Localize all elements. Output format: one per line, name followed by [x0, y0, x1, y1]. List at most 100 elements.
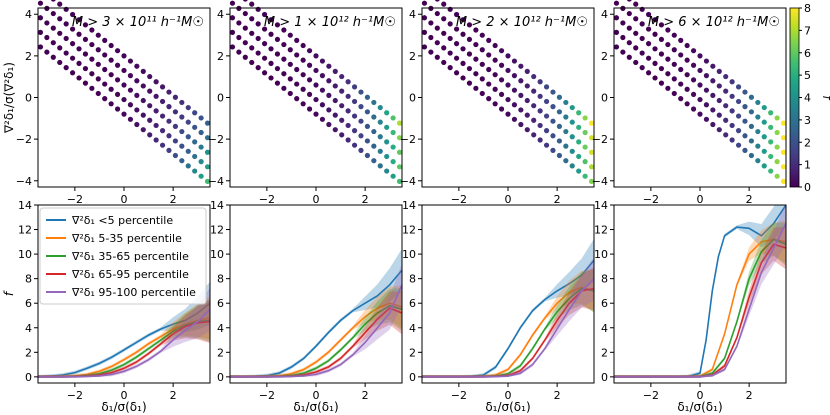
- top-y-axis-label: ∇²δ₁/σ(∇²δ₁): [2, 62, 16, 134]
- scatter-point: [249, 59, 255, 66]
- scatter-point: [159, 142, 166, 148]
- scatter-point: [505, 111, 511, 117]
- scatter-point: [102, 66, 108, 73]
- scatter-point: [658, 80, 665, 86]
- series-line: [38, 302, 210, 378]
- scatter-point: [703, 58, 710, 64]
- legend-entry-label: ∇²δ₁ 95-100 percentile: [71, 286, 196, 299]
- scatter-point: [300, 86, 306, 92]
- scatter-point: [89, 56, 95, 62]
- scatter-point: [185, 148, 191, 154]
- scatter-point: [358, 104, 364, 110]
- scatter-point: [665, 71, 671, 77]
- scatter-point: [319, 116, 326, 122]
- x-tick-label: 2: [362, 193, 369, 206]
- scatter-point: [645, 70, 652, 76]
- scatter-point: [434, 25, 440, 31]
- scatter-point: [121, 96, 127, 103]
- y-tick-label: 8: [601, 273, 608, 286]
- scatter-point: [63, 21, 69, 27]
- x-axis-label: δ₁/σ(δ₁): [293, 400, 338, 414]
- scatter-point: [82, 22, 89, 28]
- scatter-point: [716, 83, 722, 89]
- x-tick-label: −2: [67, 193, 83, 206]
- y-tick-label: 12: [594, 224, 608, 237]
- scatter-point: [576, 124, 582, 130]
- x-tick-label: 2: [554, 389, 561, 402]
- scatter-point: [37, 15, 44, 21]
- scatter-point: [69, 26, 76, 32]
- scatter-point: [729, 108, 735, 114]
- scatter-point: [268, 31, 274, 37]
- scatter-point: [198, 144, 204, 150]
- scatter-point: [358, 89, 364, 95]
- scatter-point: [742, 89, 748, 95]
- scatter-point: [473, 85, 479, 91]
- y-tick-label: 4: [25, 322, 32, 335]
- scatter-point: [57, 16, 63, 22]
- scatter-point: [89, 41, 95, 48]
- scatter-point: [768, 139, 774, 145]
- scatter-point: [626, 54, 632, 60]
- scatter-point: [198, 173, 204, 179]
- series-line: [230, 284, 402, 378]
- scatter-point: [550, 104, 556, 110]
- scatter-point: [153, 122, 159, 129]
- scatter-point: [645, 41, 652, 47]
- scatter-point: [95, 76, 101, 82]
- scatter-point: [441, 1, 447, 7]
- scatter-point: [576, 139, 582, 145]
- x-tick-label: −2: [259, 193, 275, 206]
- scatter-point: [780, 178, 787, 184]
- scatter-point: [198, 115, 204, 121]
- scatter-point: [345, 93, 351, 99]
- scatter-point: [147, 103, 153, 109]
- y-tick-label: 4: [25, 8, 32, 21]
- scatter-point: [287, 61, 293, 67]
- scatter-point: [556, 109, 563, 115]
- y-tick-label: −2: [592, 133, 608, 146]
- scatter-point: [384, 124, 390, 130]
- scatter-point: [511, 116, 518, 122]
- scatter-point: [710, 121, 716, 128]
- scatter-point: [242, 25, 248, 31]
- scatter-point: [460, 75, 466, 81]
- x-tick-label: 0: [697, 193, 704, 206]
- scatter-point: [633, 45, 639, 51]
- scatter-point: [192, 168, 198, 174]
- y-tick-label: 2: [217, 50, 224, 63]
- x-tick-label: 2: [746, 389, 753, 402]
- y-tick-label: 0: [217, 371, 224, 384]
- plot-area: [38, 281, 210, 378]
- scatter-point: [127, 58, 134, 64]
- legend-entry-label: ∇²δ₁ 35-65 percentile: [71, 250, 189, 263]
- scatter-point: [268, 60, 274, 66]
- scatter-point: [652, 31, 658, 37]
- scatter-point: [313, 96, 319, 103]
- plot-area: [614, 205, 786, 378]
- scatter-point: [114, 77, 121, 83]
- series-error-band: [230, 263, 402, 377]
- scatter-point: [434, 10, 440, 17]
- colorbar-layer: 0 1 2 3 4 5 6 7 8 f: [789, 2, 830, 194]
- scatter-point: [185, 163, 191, 169]
- scatter-point: [121, 67, 127, 74]
- scatter-point: [153, 79, 159, 85]
- scatter-point: [390, 115, 396, 121]
- scatter-point: [658, 22, 665, 28]
- scatter-point: [134, 78, 140, 84]
- scatter-point: [479, 90, 485, 97]
- scatter-point: [678, 37, 684, 43]
- scatter-point: [690, 91, 697, 98]
- scatter-point: [729, 79, 735, 85]
- scatter-point: [172, 123, 179, 129]
- scatter-point: [652, 17, 658, 23]
- scatter-point: [95, 32, 101, 38]
- x-tick-label: 0: [313, 389, 320, 402]
- scatter-point: [57, 45, 63, 51]
- scatter-point: [306, 106, 313, 112]
- scatter-point: [89, 27, 95, 33]
- scatter-point: [108, 86, 114, 92]
- scatter-point: [434, 54, 440, 60]
- colorbar-tick-label: 7: [804, 24, 811, 37]
